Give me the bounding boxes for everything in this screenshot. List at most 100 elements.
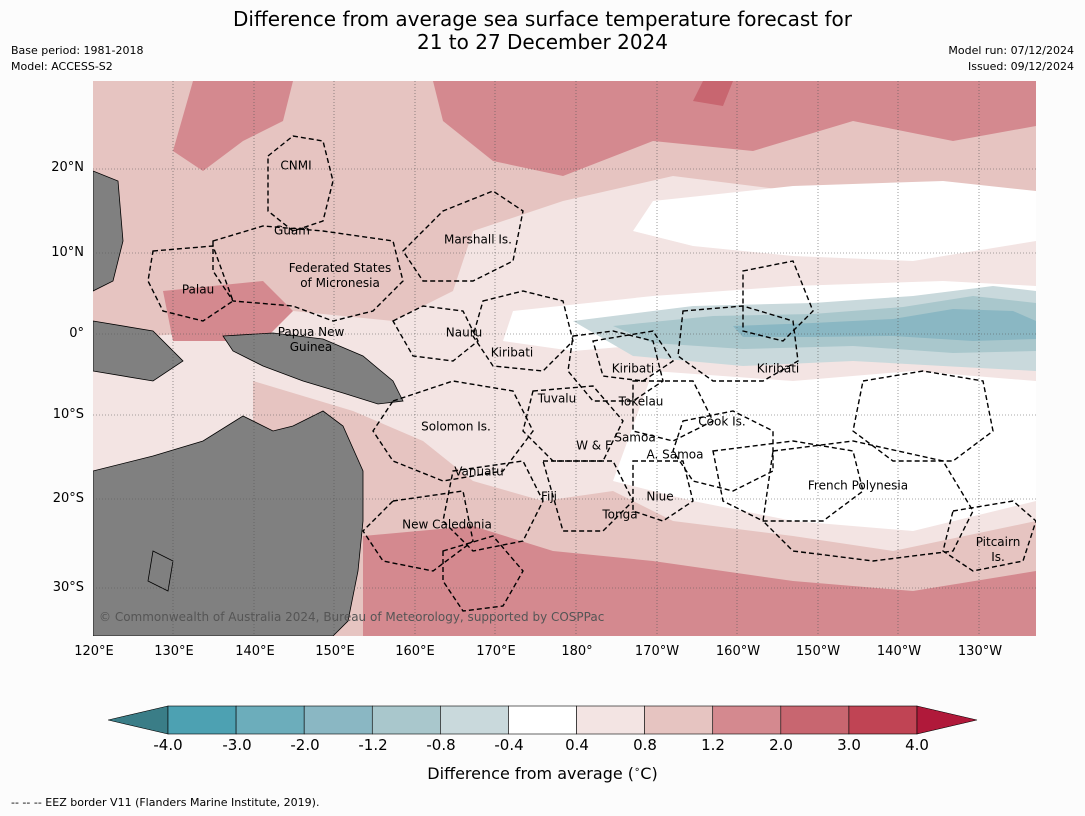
lat-tick-30s: 30°S <box>52 580 84 595</box>
lon-tick-160w: 160°W <box>715 644 761 659</box>
sst-anomaly-map: © Commonwealth of Australia 2024, Bureau… <box>93 81 1036 636</box>
warm-moderate-region <box>93 81 1036 341</box>
lon-tick-130e: 130°E <box>154 644 194 659</box>
nz-tip-land <box>147 550 174 592</box>
label-cnmi: CNMI <box>280 158 312 173</box>
label-png: Papua New Guinea <box>278 325 345 355</box>
meta-right: Model run: 07/12/2024 Issued: 09/12/2024 <box>948 43 1074 75</box>
label-wallis-futuna: W & F <box>576 438 612 453</box>
model-name: Model: ACCESS-S2 <box>11 60 113 73</box>
label-kiribati-west: Kiribati <box>490 345 534 360</box>
warm-strong-nw <box>173 81 293 171</box>
colorbar-tick: -4.0 <box>153 736 183 754</box>
warm-strong-south <box>363 526 1036 636</box>
label-pitcairn: Pitcairn Is. <box>976 535 1021 565</box>
lat-tick-0: 0° <box>69 326 84 341</box>
lon-tick-130w: 130°W <box>957 644 1003 659</box>
copyright-notice: © Commonwealth of Australia 2024, Bureau… <box>99 610 605 624</box>
title-line-2: 21 to 27 December 2024 <box>416 30 668 54</box>
label-nauru: Nauru <box>445 325 483 340</box>
colorbar-segment <box>440 705 509 735</box>
colorbar-tick: 4.0 <box>905 736 929 754</box>
lon-tick-140w: 140°W <box>876 644 922 659</box>
colorbar <box>108 705 978 735</box>
label-cook: Cook Is. <box>698 414 746 429</box>
label-tonga: Tonga <box>602 507 638 522</box>
indonesia-land <box>93 320 184 382</box>
base-period: Base period: 1981-2018 <box>11 44 144 57</box>
colorbar-segment <box>712 705 782 735</box>
label-tuvalu: Tuvalu <box>537 391 577 406</box>
label-guam: Guam <box>274 223 310 238</box>
colorbar-segment <box>644 705 714 735</box>
colorbar-segment <box>371 705 441 735</box>
colorbar-tick: -3.0 <box>222 736 252 754</box>
colorbar-tick: 0.4 <box>565 736 589 754</box>
lon-tick-160e: 160°E <box>395 644 435 659</box>
colorbar-segment <box>303 705 373 735</box>
warm-very-patch <box>693 81 733 106</box>
label-micronesia-2: of Micronesia <box>300 276 380 290</box>
colorbar-segment <box>167 705 237 735</box>
colorbar-tick: -0.4 <box>494 736 524 754</box>
label-samoa: Samoa <box>614 430 656 445</box>
philippines-land <box>93 170 124 292</box>
colorbar-tick: 3.0 <box>837 736 861 754</box>
lon-tick-150w: 150°W <box>795 644 841 659</box>
label-solomon: Solomon Is. <box>421 419 491 434</box>
label-niue: Niue <box>646 489 674 504</box>
meta-left: Base period: 1981-2018 Model: ACCESS-S2 <box>11 43 143 75</box>
australia-land <box>93 410 364 636</box>
lon-tick-120e: 120°E <box>74 644 114 659</box>
colorbar-extend-high <box>916 705 978 735</box>
label-american-samoa: A. Samoa <box>646 447 704 462</box>
label-tokelau: Tokelau <box>618 394 664 409</box>
label-palau: Palau <box>181 282 215 297</box>
gridlines <box>93 81 1036 636</box>
colorbar-label: Difference from average (∘C) <box>427 764 658 783</box>
label-new-caledonia: New Caledonia <box>402 517 492 532</box>
warm-strong-palau <box>163 281 293 341</box>
lon-tick-150e: 150°E <box>315 644 355 659</box>
colorbar-label-text: Difference from average ( <box>427 764 635 783</box>
colorbar-tick: -1.2 <box>358 736 388 754</box>
colorbar-tick: 0.8 <box>633 736 657 754</box>
label-kiribati-east: Kiribati <box>756 361 800 376</box>
label-png-1: Papua New <box>277 325 345 339</box>
lon-tick-140e: 140°E <box>235 644 275 659</box>
label-pitcairn-1: Pitcairn <box>975 535 1021 549</box>
label-kiribati-central: Kiribati <box>611 361 655 376</box>
issued-date: Issued: 09/12/2024 <box>967 60 1074 73</box>
label-french-polynesia: French Polynesia <box>807 478 909 493</box>
map-canvas <box>93 81 1036 636</box>
label-pitcairn-2: Is. <box>991 550 1005 564</box>
lon-tick-180: 180° <box>561 644 593 659</box>
colorbar-tick: -0.8 <box>426 736 456 754</box>
colorbar-tick: 2.0 <box>769 736 793 754</box>
eez-footnote: -- -- -- EEZ border V11 (Flanders Marine… <box>11 796 320 809</box>
colorbar-extend-low <box>108 705 169 735</box>
model-run: Model run: 07/12/2024 <box>948 44 1074 57</box>
warm-strong-north <box>433 81 1036 176</box>
label-marshall: Marshall Is. <box>444 232 512 247</box>
cool-band-strong <box>733 309 1036 341</box>
colorbar-label-unit: C) <box>640 764 658 783</box>
lat-tick-10n: 10°N <box>51 245 84 260</box>
colorbar-segment <box>848 705 918 735</box>
label-vanuatu: Vanuatu <box>454 464 504 479</box>
neutral-northeast <box>633 181 1036 261</box>
label-fiji: Fiji <box>540 489 558 504</box>
colorbar-tick: -2.0 <box>290 736 320 754</box>
new-guinea-land <box>222 332 404 405</box>
label-png-2: Guinea <box>289 340 333 354</box>
colorbar-segment <box>576 705 645 735</box>
eez-borders <box>147 135 1036 612</box>
colorbar-tick: 1.2 <box>701 736 725 754</box>
colorbar-segment <box>780 705 850 735</box>
label-micronesia-1: Federated States <box>288 261 392 275</box>
title-line-1: Difference from average sea surface temp… <box>232 7 852 31</box>
colorbar-segment <box>508 705 577 735</box>
lat-tick-20n: 20°N <box>51 160 84 175</box>
lat-tick-10s: 10°S <box>52 407 84 422</box>
lon-tick-170w: 170°W <box>634 644 680 659</box>
